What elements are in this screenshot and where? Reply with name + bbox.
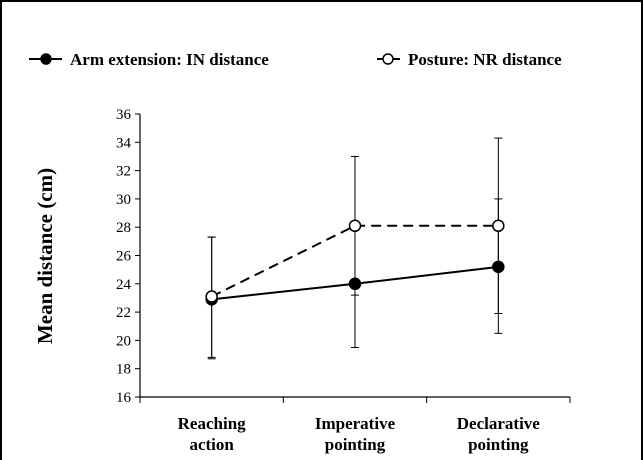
legend-marker-posture [382,53,394,65]
y-tick-label: 24 [116,277,132,293]
y-tick-label: 32 [116,164,131,180]
series-line-posture [211,224,499,298]
data-point-arm-extension [348,277,362,291]
legend-marker-arm-extension [40,53,52,65]
y-tick-label: 30 [116,192,131,208]
x-category-label: Reaching action [178,414,247,454]
legend-item-posture: Posture: NR distance [377,50,562,69]
data-point-posture [205,290,218,303]
y-tick-label: 20 [116,333,131,349]
plot-area [205,137,505,360]
y-tick-label: 26 [116,249,132,265]
y-tick-label: 22 [116,305,131,321]
legend-label-posture: Posture: NR distance [408,50,562,69]
y-axis-title: Mean distance (cm) [33,168,57,344]
y-tick-label: 16 [116,390,132,406]
data-point-posture [492,219,505,233]
legend-item-arm-extension: Arm extension: IN distance [29,50,269,69]
x-category-label: Declarative pointing [457,414,541,454]
data-point-arm-extension [492,260,505,274]
y-tick-label: 34 [116,135,132,151]
data-point-posture [348,219,362,233]
x-category-label: Imperative pointing [315,414,396,454]
legend-label-arm-extension: Arm extension: IN distance [70,50,269,69]
axes: 16 18 20 22 24 26 28 30 32 34 36 Reaching action Impe… [116,107,571,454]
y-tick-label: 28 [116,220,131,236]
y-tick-label: 18 [116,362,131,378]
y-tick-label: 36 [116,107,132,123]
legend: Arm extension: IN distance Posture: NR d… [29,50,562,69]
